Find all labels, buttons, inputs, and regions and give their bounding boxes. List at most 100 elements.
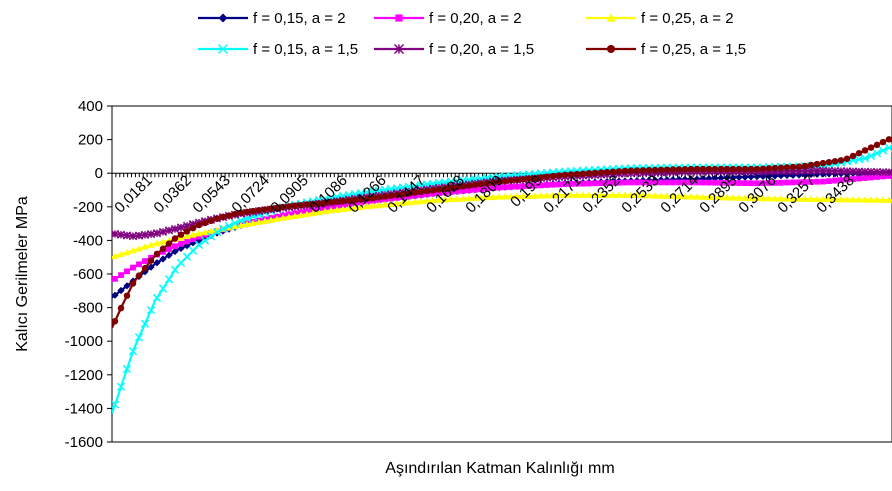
- data-point: [136, 261, 142, 268]
- data-point: [735, 165, 743, 173]
- data-point: [171, 235, 179, 242]
- data-point: [706, 179, 712, 186]
- data-point: [874, 174, 880, 180]
- data-point: [693, 165, 701, 173]
- series-layer: [112, 136, 892, 414]
- y-tick-label: 400: [78, 98, 103, 115]
- data-point: [867, 144, 875, 151]
- data-point: [801, 162, 809, 170]
- data-point: [231, 222, 239, 230]
- data-point: [164, 226, 174, 235]
- data-point: [711, 193, 719, 201]
- data-point: [748, 180, 754, 187]
- data-point: [855, 196, 863, 203]
- data-point: [375, 201, 383, 209]
- data-point: [705, 165, 713, 173]
- data-point: [117, 304, 125, 312]
- data-point: [147, 241, 155, 248]
- data-point: [568, 181, 574, 187]
- data-point: [502, 184, 508, 191]
- data-point: [327, 199, 335, 206]
- data-point: [495, 193, 503, 200]
- data-point: [346, 201, 352, 208]
- data-point: [812, 166, 822, 175]
- data-point: [177, 231, 185, 238]
- data-point: [813, 160, 821, 168]
- data-point: [501, 177, 509, 185]
- data-point: [886, 173, 892, 179]
- data-point: [597, 191, 605, 198]
- data-point: [176, 223, 186, 232]
- data-point: [832, 177, 838, 184]
- data-point: [261, 217, 269, 225]
- data-point: [153, 250, 161, 258]
- data-point: [574, 180, 580, 187]
- data-point: [561, 191, 569, 198]
- data-point: [273, 215, 281, 222]
- data-point: [490, 185, 496, 191]
- data-point: [645, 166, 653, 174]
- data-point: [122, 364, 132, 374]
- data-point: [657, 166, 665, 174]
- data-point: [411, 189, 419, 196]
- data-point: [592, 180, 598, 187]
- data-point: [878, 146, 888, 155]
- data-point: [615, 191, 623, 198]
- data-point: [477, 194, 485, 201]
- data-point: [315, 208, 323, 216]
- data-point: [771, 164, 779, 172]
- data-point: [604, 180, 610, 186]
- data-point: [116, 382, 126, 391]
- data-point: [159, 255, 167, 263]
- y-tick-label: -1600: [65, 434, 103, 451]
- data-point: [855, 149, 863, 157]
- data-point: [351, 204, 359, 211]
- y-tick-label: -400: [73, 232, 103, 249]
- data-point: [807, 195, 815, 202]
- data-point: [249, 207, 257, 215]
- data-point: [838, 177, 844, 183]
- data-point: [207, 227, 215, 235]
- legend-marker: [395, 14, 403, 22]
- data-point: [705, 193, 713, 200]
- data-point: [261, 206, 269, 213]
- data-point: [117, 286, 125, 295]
- data-point: [129, 280, 137, 287]
- y-tick-label: -1400: [65, 400, 103, 417]
- data-point: [777, 164, 785, 171]
- data-point: [315, 200, 323, 207]
- data-point: [610, 179, 616, 186]
- data-point: [303, 201, 311, 208]
- data-point: [285, 203, 293, 210]
- data-point: [158, 227, 168, 236]
- data-point: [237, 209, 245, 216]
- legend-label: f = 0,20, a = 1,5: [429, 41, 534, 58]
- data-point: [873, 196, 881, 203]
- data-point: [807, 161, 815, 169]
- data-point: [147, 257, 155, 264]
- data-point: [424, 191, 430, 198]
- data-point: [417, 188, 425, 196]
- y-axis-title: Kalıcı Gerilmeler MPa: [14, 196, 31, 352]
- data-point: [627, 167, 635, 174]
- data-point: [633, 167, 641, 174]
- data-point: [747, 194, 755, 202]
- y-tick-label: -200: [73, 199, 103, 216]
- data-point: [112, 291, 119, 299]
- data-point: [327, 206, 335, 214]
- data-point: [532, 182, 538, 189]
- data-point: [884, 143, 892, 152]
- data-point: [741, 173, 749, 181]
- data-point: [729, 173, 737, 182]
- legend-label: f = 0,15, a = 1,5: [253, 41, 358, 58]
- data-point: [699, 165, 707, 173]
- data-point: [435, 186, 443, 193]
- data-point: [375, 194, 383, 201]
- data-point: [393, 199, 401, 207]
- data-point: [513, 192, 521, 200]
- data-point: [825, 158, 833, 166]
- data-point: [585, 191, 593, 198]
- data-point: [694, 179, 700, 186]
- data-point: [381, 201, 389, 208]
